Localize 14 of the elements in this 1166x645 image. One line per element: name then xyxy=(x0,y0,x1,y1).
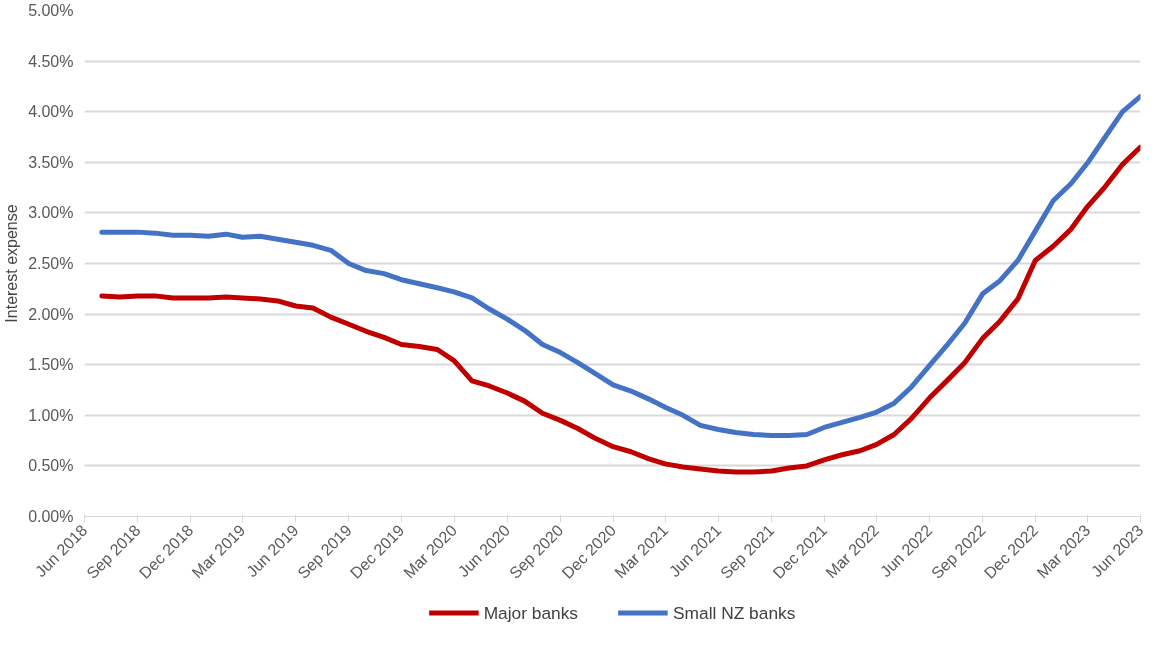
y-tick-label: 5.00% xyxy=(28,2,74,19)
y-tick-label: 4.50% xyxy=(28,52,74,70)
y-tick-label: 1.00% xyxy=(28,406,74,424)
y-axis-title: Interest expense xyxy=(3,204,21,323)
y-tick-label: 2.50% xyxy=(28,255,74,272)
legend-label: Major banks xyxy=(483,602,579,623)
y-tick-label: 4.00% xyxy=(28,103,74,121)
y-tick-label: 0.00% xyxy=(28,508,74,525)
y-tick-label: 3.00% xyxy=(28,204,74,222)
y-tick-label: 3.50% xyxy=(28,153,74,171)
y-tick-label: 0.50% xyxy=(28,457,74,475)
legend-label: Small NZ banks xyxy=(673,602,796,623)
y-tick-label: 1.50% xyxy=(28,356,74,374)
y-tick-label: 2.00% xyxy=(28,305,74,323)
